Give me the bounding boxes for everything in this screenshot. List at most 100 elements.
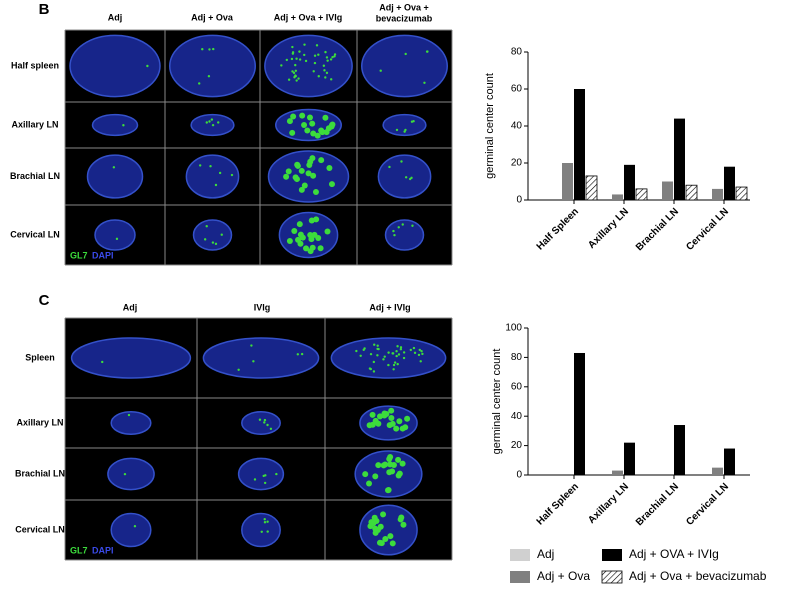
gl7-spot (309, 120, 316, 127)
gl7-spot (203, 238, 207, 241)
gl7-spot (388, 407, 395, 414)
gl7-spot (314, 132, 321, 139)
tissue (361, 34, 448, 98)
gl7-spot (382, 535, 389, 542)
gl7-spot (412, 346, 416, 350)
gl7-spot (317, 245, 324, 252)
gl7-spot (385, 487, 392, 494)
y-tick-label: 80 (511, 352, 523, 363)
gl7-spot (297, 240, 304, 247)
y-tick-label: 0 (516, 470, 522, 481)
tissue (185, 154, 240, 199)
y-tick-label: 80 (511, 47, 523, 58)
tissue (69, 34, 161, 98)
gl7-spot (291, 52, 295, 55)
gl7-spot (395, 128, 399, 132)
gl7-spot (400, 160, 403, 163)
y-tick-label: 20 (511, 158, 523, 169)
tissue (241, 411, 281, 435)
gl7-spot (411, 224, 414, 227)
tissue (86, 154, 144, 199)
stain-label: GL7 (70, 250, 88, 260)
tissue (237, 457, 285, 491)
tissue (264, 34, 353, 98)
gl7-spot (390, 462, 397, 469)
tissue (241, 512, 281, 548)
bar (624, 164, 635, 200)
gl7-spot (387, 454, 394, 461)
column-header: bevacizumab (376, 13, 433, 23)
y-tick-label: 60 (511, 84, 523, 95)
gl7-spot (362, 348, 365, 352)
gl7-spot (397, 226, 400, 229)
gl7-spot (205, 225, 208, 228)
gl7-spot (269, 427, 273, 431)
gl7-spot (389, 540, 396, 547)
gl7-spot (372, 360, 376, 364)
gl7-spot (369, 411, 376, 418)
gl7-spot (211, 123, 215, 127)
gl7-spot (214, 242, 218, 246)
gl7-spot (376, 344, 379, 347)
gl7-spot (400, 521, 407, 528)
gl7-spot (313, 54, 317, 57)
row-label: Axillary LN (11, 119, 58, 129)
gl7-spot (112, 166, 116, 169)
x-tick-label: Cervical LN (684, 206, 731, 253)
gl7-spot (280, 64, 283, 67)
gl7-spot (397, 353, 401, 356)
gl7-spot (299, 112, 306, 119)
row-label: Cervical LN (10, 229, 60, 239)
panel-label: B (39, 1, 50, 18)
gl7-spot (420, 350, 423, 353)
row-label: Axillary LN (16, 417, 63, 427)
gl7-spot (419, 360, 422, 363)
gl7-spot (127, 413, 131, 417)
tissue (91, 113, 139, 137)
gl7-spot (263, 418, 267, 422)
gl7-spot (291, 227, 298, 234)
bar (612, 470, 623, 475)
gl7-spot (230, 173, 234, 177)
gl7-spot (294, 69, 298, 72)
gl7-spot (326, 59, 329, 62)
gl7-spot (402, 424, 409, 431)
gl7-spot (395, 354, 398, 358)
gl7-spot (391, 352, 395, 355)
gl7-spot (396, 362, 399, 366)
gl7-spot (266, 520, 269, 523)
gl7-spot (285, 58, 289, 62)
gl7-spot (395, 472, 402, 479)
gl7-spot (318, 157, 325, 164)
gl7-spot (253, 478, 257, 481)
gl7-spot (408, 177, 412, 181)
gl7-spot (291, 45, 294, 49)
gl7-spot (286, 118, 293, 125)
bar (712, 467, 723, 475)
column-header: Adj (123, 302, 138, 312)
gl7-spot (218, 171, 222, 175)
gl7-spot (386, 469, 393, 476)
y-tick-label: 40 (511, 411, 523, 422)
gl7-spot (296, 221, 303, 228)
bar (624, 442, 635, 475)
gl7-spot (376, 354, 379, 357)
x-tick-label: Axillary LN (586, 206, 631, 251)
tissue (94, 219, 136, 251)
gl7-spot (382, 461, 389, 468)
gl7-spot (396, 345, 399, 348)
gl7-spot (324, 228, 331, 235)
gl7-spot (260, 530, 263, 533)
gl7-spot (286, 238, 293, 245)
gl7-spot (333, 53, 337, 56)
gl7-spot (379, 69, 382, 72)
gl7-spot (413, 351, 417, 355)
panel-label: C (39, 292, 50, 309)
gl7-spot (307, 232, 314, 239)
gl7-spot (250, 344, 253, 347)
gl7-spot (252, 360, 255, 363)
gl7-spot (322, 114, 329, 121)
bar (612, 194, 623, 200)
gl7-spot (402, 351, 406, 354)
stain-label: DAPI (92, 250, 114, 260)
